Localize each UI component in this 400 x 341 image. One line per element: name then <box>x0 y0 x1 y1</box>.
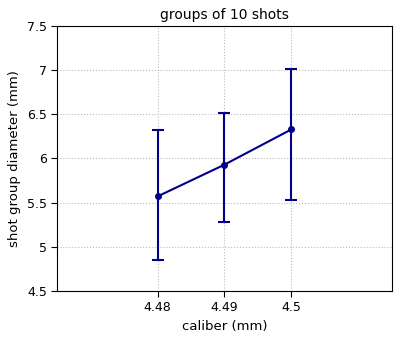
Title: groups of 10 shots: groups of 10 shots <box>160 8 289 22</box>
Y-axis label: shot group diameter (mm): shot group diameter (mm) <box>8 70 21 247</box>
X-axis label: caliber (mm): caliber (mm) <box>182 320 267 333</box>
